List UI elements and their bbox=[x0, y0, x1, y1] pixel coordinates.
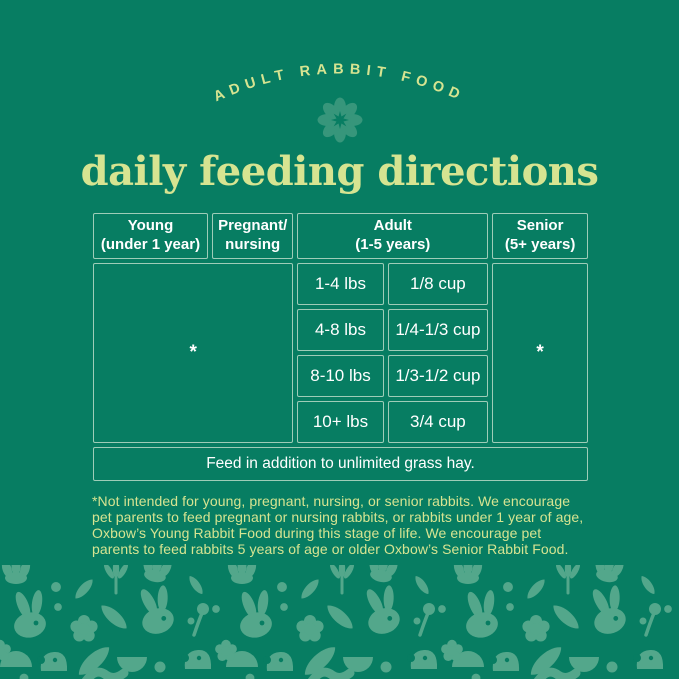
pregnant-column-header: Pregnant/ nursing bbox=[211, 213, 294, 259]
feeding-directions-table: Young (under 1 year) Pregnant/ nursing A… bbox=[89, 209, 592, 485]
adult-weight-cell: 8-10 lbs bbox=[297, 355, 384, 397]
adult-column-sublabel: (1-5 years) bbox=[355, 236, 431, 253]
adult-weight-cell: 1-4 lbs bbox=[297, 263, 384, 305]
pattern-tile bbox=[0, 565, 220, 679]
young-column-sublabel: (under 1 year) bbox=[100, 236, 201, 253]
rabbit-pattern-band bbox=[0, 565, 679, 679]
young-pregnant-note-cell: * bbox=[93, 263, 294, 443]
footnote-text: *Not intended for young, pregnant, nursi… bbox=[92, 493, 584, 557]
senior-column-label: Senior bbox=[516, 217, 564, 235]
adult-weight-cell: 10+ lbs bbox=[297, 401, 384, 443]
adult-amount-cell: 3/4 cup bbox=[387, 401, 489, 443]
adult-amount-cell: 1/8 cup bbox=[387, 263, 489, 305]
arched-product-label: ADULT RABBIT FOOD bbox=[211, 61, 461, 105]
senior-note-cell: * bbox=[492, 263, 588, 443]
senior-column-sublabel: (5+ years) bbox=[504, 236, 576, 253]
adult-amount-cell: 1/4-1/3 cup bbox=[387, 309, 489, 351]
adult-column-label: Adult bbox=[373, 217, 412, 235]
grass-hay-note-cell: Feed in addition to unlimited grass hay. bbox=[93, 447, 588, 481]
young-column-header: Young (under 1 year) bbox=[93, 213, 208, 259]
page-title: daily feeding directions bbox=[80, 148, 599, 195]
adult-weight-cell: 4-8 lbs bbox=[297, 309, 384, 351]
pregnant-column-label: Pregnant/ bbox=[218, 217, 288, 235]
pregnant-column-sublabel: nursing bbox=[225, 236, 281, 253]
rosette-flower-icon bbox=[317, 97, 363, 143]
pattern-tile bbox=[215, 565, 446, 679]
senior-column-header: Senior (5+ years) bbox=[492, 213, 588, 259]
adult-column-header: Adult (1-5 years) bbox=[297, 213, 489, 259]
young-column-label: Young bbox=[127, 217, 174, 235]
adult-amount-cell: 1/3-1/2 cup bbox=[387, 355, 489, 397]
pattern-tile bbox=[441, 565, 672, 679]
